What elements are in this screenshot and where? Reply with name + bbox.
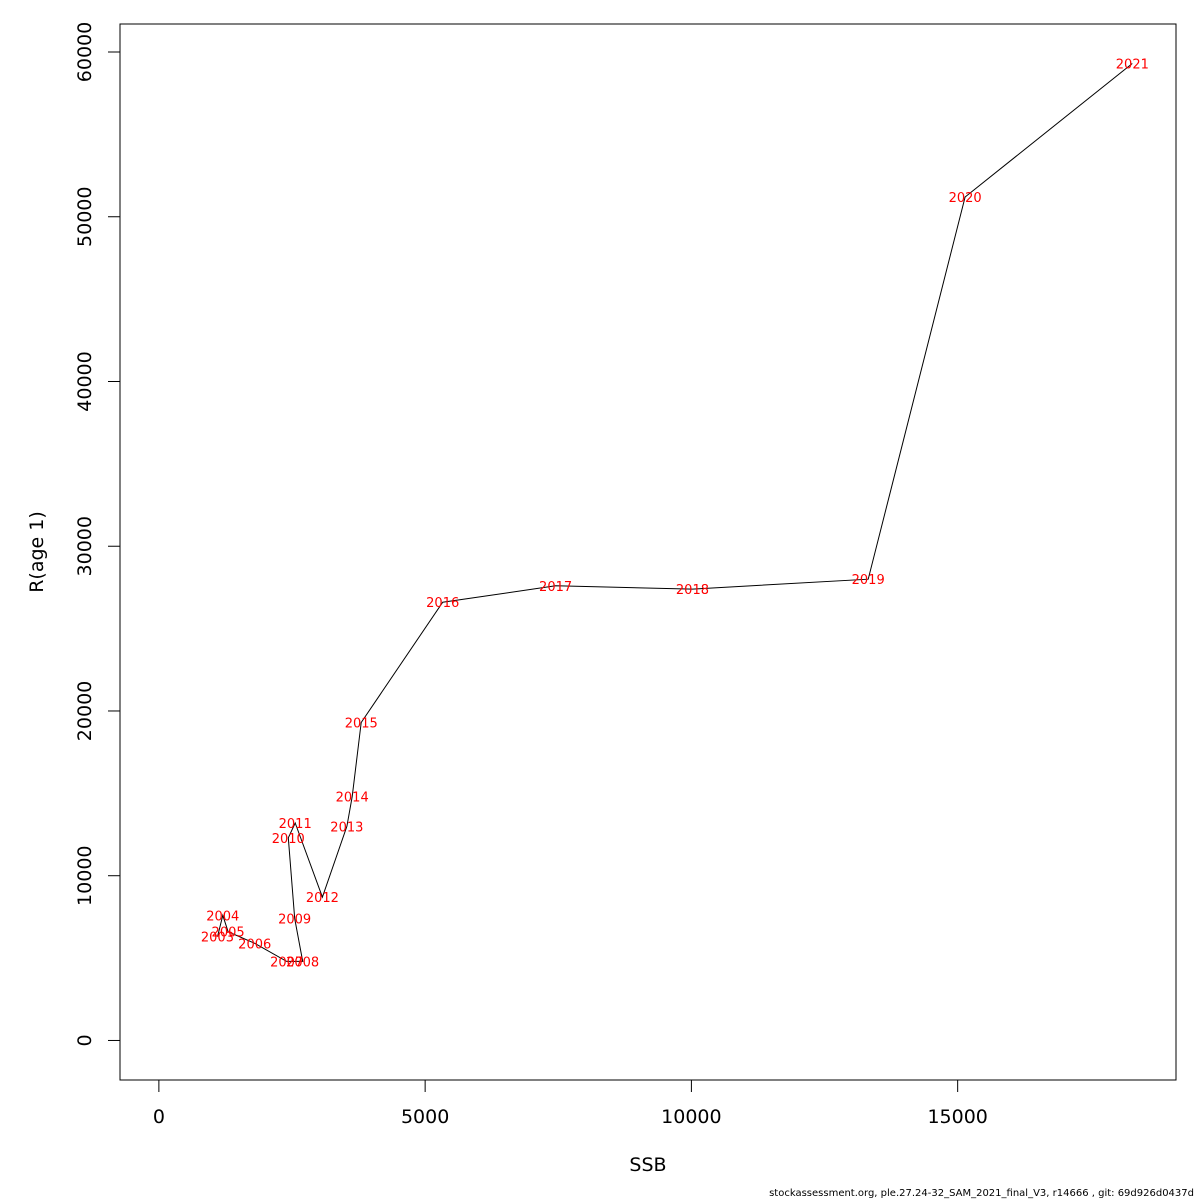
x-tick-label: 0 (153, 1106, 165, 1128)
x-tick-label: 5000 (401, 1106, 449, 1128)
x-tick-label: 15000 (927, 1106, 987, 1128)
year-label-2016: 2016 (426, 596, 459, 611)
y-axis-title: R(age 1) (26, 511, 48, 593)
year-label-2008: 2008 (286, 955, 319, 970)
year-label-2007: 2007 (270, 955, 303, 970)
year-label-2020: 2020 (949, 191, 982, 206)
year-label-2019: 2019 (852, 573, 885, 588)
year-label-2018: 2018 (676, 583, 709, 598)
year-label-2014: 2014 (336, 791, 369, 806)
y-axis: 0 10000 20000 30000 40000 50000 60000 (74, 22, 121, 1047)
footer-credit: stockassessment.org, ple.27.24-32_SAM_20… (769, 1188, 1194, 1199)
y-tick-label: 50000 (74, 187, 96, 247)
year-labels: 2003200420052006200720082009201020112012… (201, 58, 1149, 971)
year-label-2009: 2009 (278, 913, 311, 928)
year-label-2013: 2013 (330, 820, 363, 835)
year-label-2003: 2003 (201, 931, 234, 946)
year-label-2021: 2021 (1116, 58, 1149, 73)
y-tick-label: 40000 (74, 351, 96, 411)
year-label-2004: 2004 (206, 909, 239, 924)
y-tick-label: 10000 (74, 845, 96, 905)
year-label-2011: 2011 (279, 817, 312, 832)
y-tick-label: 30000 (74, 516, 96, 576)
year-label-2015: 2015 (345, 717, 378, 732)
x-tick-label: 10000 (661, 1106, 721, 1128)
x-axis: 0 5000 10000 15000 (153, 1079, 988, 1128)
x-axis-title: SSB (629, 1154, 666, 1176)
year-label-2017: 2017 (539, 580, 572, 595)
year-label-2006: 2006 (238, 937, 271, 952)
y-tick-label: 60000 (74, 22, 96, 82)
year-label-2005: 2005 (212, 926, 245, 941)
y-tick-label: 0 (74, 1034, 96, 1046)
year-label-2010: 2010 (272, 832, 305, 847)
series-line (217, 63, 1133, 962)
year-label-2012: 2012 (306, 891, 339, 906)
y-tick-label: 20000 (74, 681, 96, 741)
